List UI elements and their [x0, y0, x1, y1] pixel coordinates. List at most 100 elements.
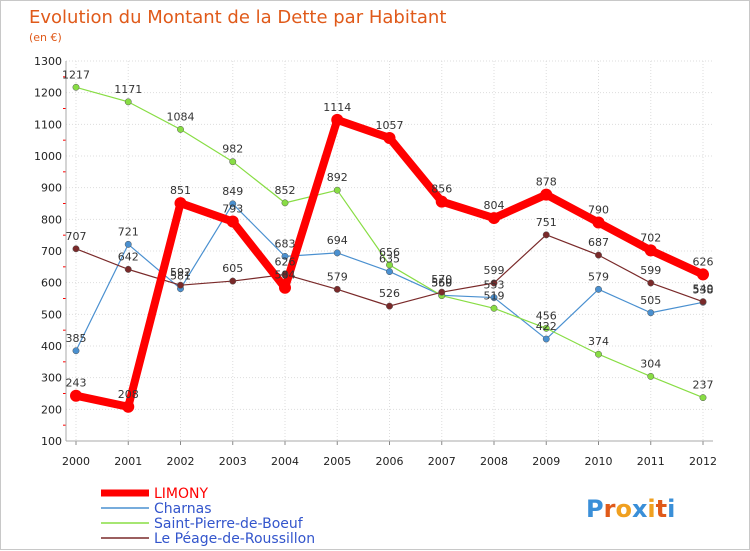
data-label: 422 [536, 320, 557, 333]
data-point [174, 197, 187, 210]
y-tick-label: 400 [41, 340, 62, 353]
data-point [177, 125, 184, 133]
data-labels: 243 208 851 793 584 1114 1057 856 804 878 790 702 62… [62, 68, 714, 401]
data-point [70, 389, 82, 402]
data-label: 304 [640, 357, 661, 370]
data-point [386, 268, 393, 276]
chart-title: Evolution du Montant de la Dette par Hab… [29, 7, 446, 28]
data-point [177, 281, 184, 289]
data-point [435, 195, 448, 208]
legend-label: Le Péage-de-Roussillon [154, 531, 315, 547]
data-label: 849 [222, 185, 243, 198]
data-label: 374 [588, 335, 609, 348]
data-label: 579 [588, 270, 609, 283]
y-tick-label: 300 [41, 372, 62, 385]
data-label: 505 [640, 294, 661, 307]
axes: 1002003004005006007008009001000110012001… [34, 55, 717, 468]
y-tick-label: 1100 [34, 118, 62, 131]
data-label: 892 [327, 171, 348, 184]
data-label: 243 [66, 377, 87, 390]
x-tick-label: 2006 [376, 455, 404, 468]
y-tick-label: 200 [41, 403, 62, 416]
y-tick-label: 500 [41, 308, 62, 321]
data-point [229, 277, 237, 285]
data-label: 592 [170, 266, 191, 279]
x-tick-label: 2000 [62, 455, 90, 468]
y-tick-label: 600 [41, 277, 62, 290]
y-tick-label: 800 [41, 213, 62, 226]
data-point [542, 231, 550, 239]
data-label: 385 [66, 332, 87, 345]
data-point [595, 350, 602, 358]
data-point [595, 285, 602, 293]
series-points [70, 83, 709, 413]
data-point [72, 83, 80, 91]
x-tick-label: 2001 [114, 455, 142, 468]
data-point [386, 302, 393, 310]
data-label: 656 [379, 246, 400, 259]
data-label: 538 [693, 283, 714, 296]
x-tick-label: 2009 [532, 455, 560, 468]
x-tick-label: 2011 [637, 455, 665, 468]
data-label: 526 [379, 287, 400, 300]
data-label: 599 [640, 264, 661, 277]
proxiti-logo: Proxiti [586, 495, 675, 523]
data-point [72, 245, 80, 253]
data-point [281, 252, 289, 260]
data-point [647, 309, 655, 317]
data-label: 599 [484, 264, 505, 277]
data-point [124, 240, 132, 248]
data-label: 559 [431, 277, 452, 290]
data-label: 878 [536, 176, 557, 189]
data-label: 687 [588, 236, 609, 249]
data-point [226, 215, 239, 228]
x-tick-label: 2010 [585, 455, 613, 468]
x-tick-label: 2008 [480, 455, 508, 468]
data-point [595, 251, 602, 259]
data-label: 707 [66, 230, 87, 243]
data-label: 570 [431, 273, 452, 286]
data-point [488, 212, 500, 225]
data-label: 804 [484, 199, 505, 212]
x-tick-label: 2012 [689, 455, 717, 468]
data-label: 553 [484, 279, 505, 292]
data-point [279, 281, 291, 294]
x-tick-label: 2002 [167, 455, 195, 468]
data-label: 626 [693, 255, 714, 268]
data-point [438, 288, 446, 296]
y-tick-label: 700 [41, 245, 62, 258]
grid [66, 60, 713, 442]
x-tick-label: 2007 [428, 455, 456, 468]
y-tick-label: 100 [41, 435, 62, 448]
data-point [490, 304, 498, 312]
data-point [699, 394, 707, 402]
data-label: 1114 [323, 101, 351, 114]
data-label: 456 [536, 309, 557, 322]
data-label: 642 [118, 250, 139, 263]
data-label: 540 [693, 283, 714, 296]
data-label: 626 [275, 255, 296, 268]
data-label: 635 [379, 253, 400, 266]
data-point [333, 285, 341, 293]
data-point [281, 199, 289, 207]
data-label: 982 [222, 143, 243, 156]
data-label: 1217 [62, 68, 90, 81]
data-label: 1057 [376, 119, 404, 132]
data-point [592, 216, 605, 229]
data-point [333, 186, 341, 194]
data-point [281, 270, 289, 278]
data-point [490, 294, 498, 301]
logo-text: Proxiti [586, 495, 675, 523]
data-label: 237 [693, 379, 714, 392]
data-label: 683 [275, 237, 296, 250]
data-point [490, 279, 498, 287]
data-label: 579 [327, 270, 348, 283]
data-point [333, 249, 341, 257]
data-point [383, 131, 396, 144]
y-tick-label: 1000 [34, 150, 62, 163]
y-tick-label: 900 [41, 182, 62, 195]
legend-label: LIMONY [154, 486, 209, 502]
data-point [124, 265, 132, 273]
data-label: 560 [431, 276, 452, 289]
